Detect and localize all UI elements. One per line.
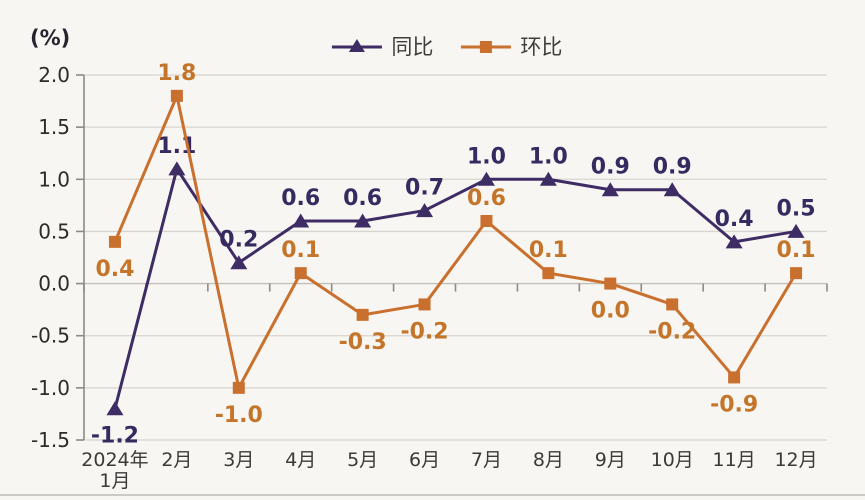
mom-line-square-icon — [460, 41, 511, 53]
data-label-mom: -0.2 — [648, 319, 696, 344]
marker-yoy — [230, 255, 248, 270]
marker-yoy — [787, 223, 805, 238]
marker-mom — [418, 298, 431, 311]
marker-yoy — [601, 182, 619, 197]
x-tick-label: 10月 — [651, 449, 694, 471]
marker-mom — [666, 298, 679, 311]
marker-yoy — [292, 213, 310, 228]
x-tick-label: 7月 — [471, 449, 502, 471]
y-tick-label: 1.5 — [38, 115, 70, 139]
data-label-mom: 0.6 — [467, 186, 506, 211]
x-tick-label: 12月 — [774, 449, 817, 471]
x-tick-label: 3月 — [223, 449, 254, 471]
data-label-yoy: -1.2 — [91, 424, 139, 449]
marker-yoy — [477, 171, 495, 186]
data-label-mom: -1.0 — [215, 403, 263, 428]
data-label-mom: 1.8 — [157, 61, 196, 86]
marker-yoy — [354, 213, 372, 228]
legend-label-yoy: 同比 — [391, 35, 434, 59]
data-label-yoy: 0.4 — [715, 207, 754, 232]
data-label-yoy: 0.6 — [343, 186, 382, 211]
marker-mom — [294, 267, 307, 280]
data-label-yoy: 1.0 — [467, 144, 506, 169]
data-label-yoy: 0.5 — [777, 196, 816, 221]
data-label-mom: 0.0 — [591, 299, 630, 324]
data-label-yoy: 0.7 — [405, 176, 444, 201]
y-tick-label: -0.5 — [31, 324, 70, 348]
series-line-mom — [113, 94, 798, 390]
marker-mom — [604, 277, 617, 290]
marker-mom — [108, 235, 121, 248]
x-tick-label: 2月 — [161, 449, 192, 471]
x-tick-label: 11月 — [713, 449, 756, 471]
data-label-yoy: 0.9 — [653, 155, 692, 180]
yoy-line-triangle-icon — [331, 39, 382, 52]
x-tick-label: 2024年 1月 — [81, 449, 148, 492]
x-tick-label: 9月 — [595, 449, 626, 471]
marker-mom — [790, 267, 803, 280]
marker-mom — [356, 308, 369, 321]
legend-item-mom: 环比 — [459, 31, 562, 61]
data-label-mom: 0.4 — [95, 257, 134, 282]
data-label-mom: 0.1 — [281, 238, 320, 263]
data-label-yoy: 0.6 — [281, 186, 320, 211]
marker-mom — [480, 215, 493, 227]
y-tick-label: -1.0 — [31, 376, 70, 400]
marker-yoy — [168, 161, 186, 176]
marker-yoy — [663, 182, 681, 197]
x-tick-label: 4月 — [285, 449, 316, 471]
data-label-yoy: 0.2 — [219, 228, 258, 253]
data-label-mom: -0.9 — [710, 392, 758, 417]
y-axis-unit-label: (%) — [30, 26, 71, 50]
marker-yoy — [725, 234, 743, 249]
y-tick-label: 0.5 — [38, 219, 70, 243]
data-label-mom: 0.1 — [777, 238, 816, 263]
data-label-yoy: 1.0 — [529, 144, 568, 169]
x-tick-label: 6月 — [409, 449, 440, 471]
data-label-mom: -0.3 — [339, 330, 387, 355]
y-tick-label: 0.0 — [38, 272, 70, 296]
series-line-yoy — [113, 167, 797, 410]
marker-mom — [232, 381, 245, 394]
marker-mom — [170, 89, 183, 102]
data-label-mom: 0.1 — [529, 238, 568, 263]
legend-label-mom: 环比 — [520, 35, 563, 59]
marker-yoy — [539, 171, 557, 186]
marker-yoy — [416, 203, 434, 218]
bottom-separator — [0, 494, 865, 496]
marker-yoy — [106, 401, 124, 416]
legend: 同比 环比 — [330, 31, 562, 61]
x-tick-label: 8月 — [533, 449, 564, 471]
y-tick-label: -1.5 — [31, 428, 70, 452]
marker-mom — [542, 267, 555, 280]
y-tick-label: 1.0 — [38, 167, 70, 191]
x-tick-label: 5月 — [347, 449, 378, 471]
marker-mom — [728, 371, 741, 384]
data-label-mom: -0.2 — [400, 319, 448, 344]
y-tick-label: 2.0 — [38, 63, 70, 87]
data-label-yoy: 0.9 — [591, 155, 630, 180]
legend-item-yoy: 同比 — [330, 31, 433, 61]
